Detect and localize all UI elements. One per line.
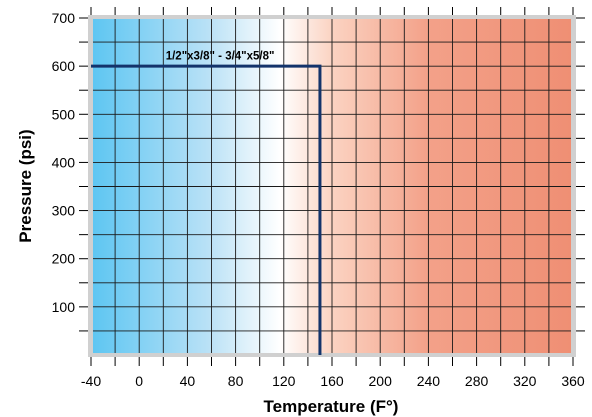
x-tick-label: 240 <box>417 373 441 389</box>
x-tick-label: 360 <box>561 373 585 389</box>
y-tick-label: 100 <box>52 299 76 315</box>
series-line <box>91 64 322 355</box>
y-tick-label: 600 <box>52 58 76 74</box>
y-tick-label: 500 <box>52 106 76 122</box>
x-tick-label: 40 <box>180 373 196 389</box>
axis-ticks <box>79 7 585 366</box>
x-tick-label: 120 <box>272 373 296 389</box>
series-group <box>91 64 322 355</box>
series-annotation: 1/2"x3/8" - 3/4"x5/8" <box>166 50 275 62</box>
x-tick-labels: -40 0 40 80 120 160 200 240 280 320 360 <box>81 373 585 389</box>
x-tick-label: 200 <box>369 373 393 389</box>
y-tick-label: 700 <box>52 10 76 26</box>
x-tick-label: 280 <box>465 373 489 389</box>
y-tick-label: 300 <box>52 203 76 219</box>
y-tick-label: 400 <box>52 154 76 170</box>
x-tick-label: 320 <box>513 373 537 389</box>
grid <box>93 19 571 353</box>
x-tick-label: 80 <box>228 373 244 389</box>
x-tick-label: 160 <box>320 373 344 389</box>
x-tick-label: -40 <box>81 373 101 389</box>
x-axis-title: Temperature (F°) <box>264 397 399 416</box>
x-tick-label: 0 <box>135 373 143 389</box>
y-tick-labels: 100 200 300 400 500 600 700 <box>52 10 76 315</box>
y-axis-title: Pressure (psi) <box>16 129 35 242</box>
y-tick-label: 200 <box>52 251 76 267</box>
